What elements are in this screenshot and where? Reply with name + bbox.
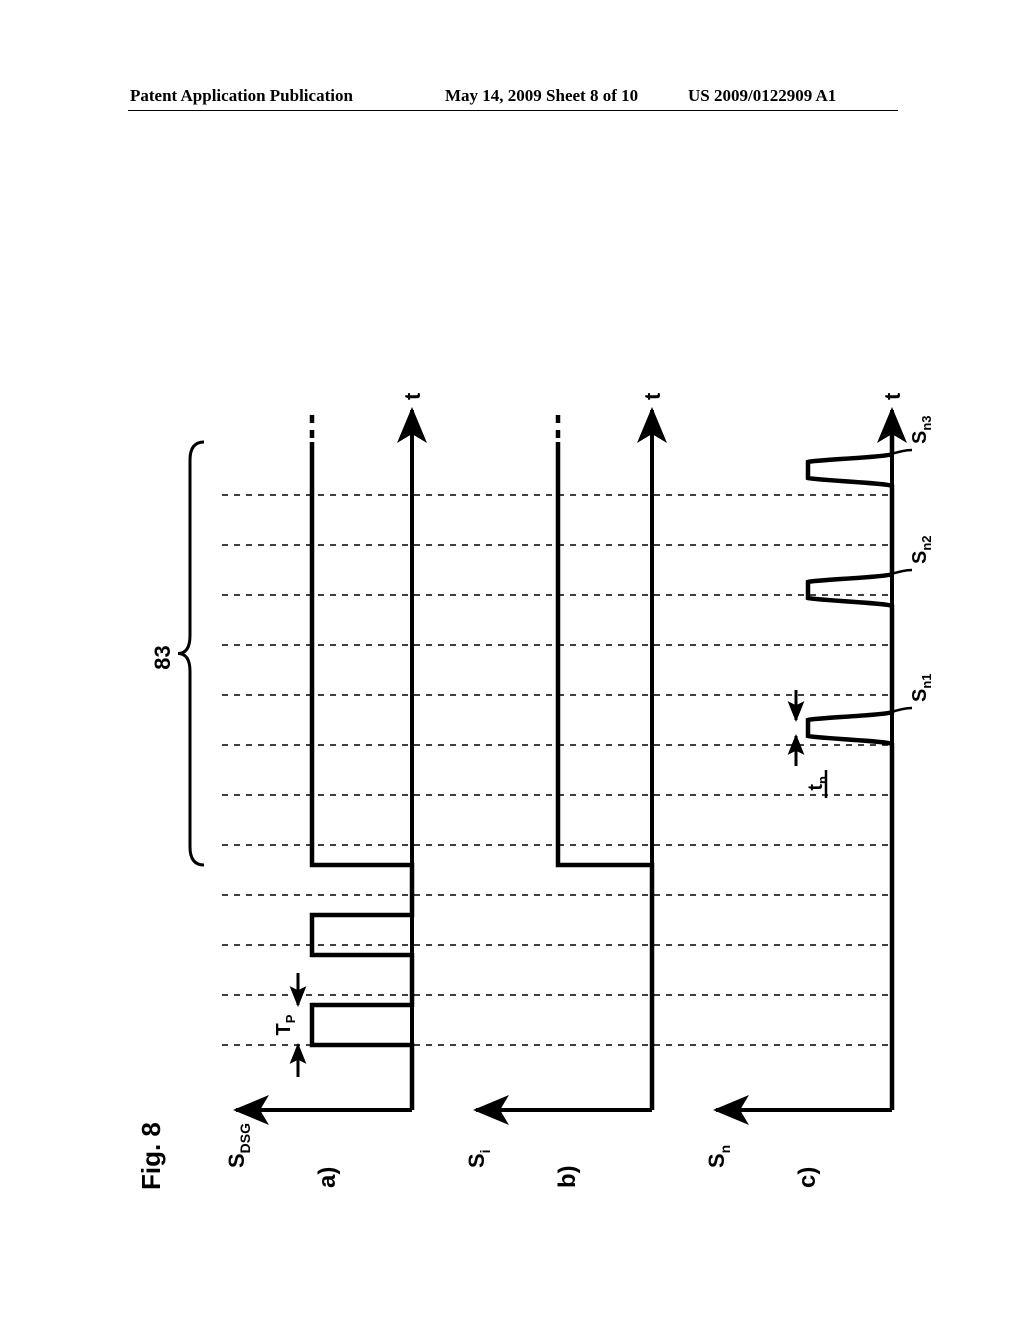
svg-text:Sn: Sn <box>704 1145 733 1168</box>
svg-text:SDSG: SDSG <box>224 1123 253 1168</box>
svg-text:t: t <box>400 392 425 400</box>
svg-text:Sn1: Sn1 <box>909 673 934 702</box>
svg-text:Fig. 8: Fig. 8 <box>136 1122 166 1190</box>
svg-text:TP: TP <box>273 1014 298 1035</box>
page: Patent Application Publication May 14, 2… <box>0 0 1024 1320</box>
header-left: Patent Application Publication <box>130 86 353 106</box>
svg-text:c): c) <box>794 1167 821 1188</box>
svg-text:Si: Si <box>464 1149 493 1168</box>
svg-text:Sn2: Sn2 <box>909 535 934 564</box>
header-center: May 14, 2009 Sheet 8 of 10 <box>445 86 638 106</box>
header-rule <box>128 110 898 111</box>
svg-text:t: t <box>880 392 905 400</box>
svg-text:a): a) <box>314 1167 341 1188</box>
svg-text:Sn3: Sn3 <box>909 415 934 444</box>
figure-8: Fig. 883a)SDSGtTPb)Sitc)SnttnSn1Sn2Sn3 <box>0 120 1024 1320</box>
svg-text:b): b) <box>554 1165 581 1188</box>
svg-text:t: t <box>640 392 665 400</box>
svg-text:83: 83 <box>150 645 175 669</box>
header-right: US 2009/0122909 A1 <box>688 86 836 106</box>
